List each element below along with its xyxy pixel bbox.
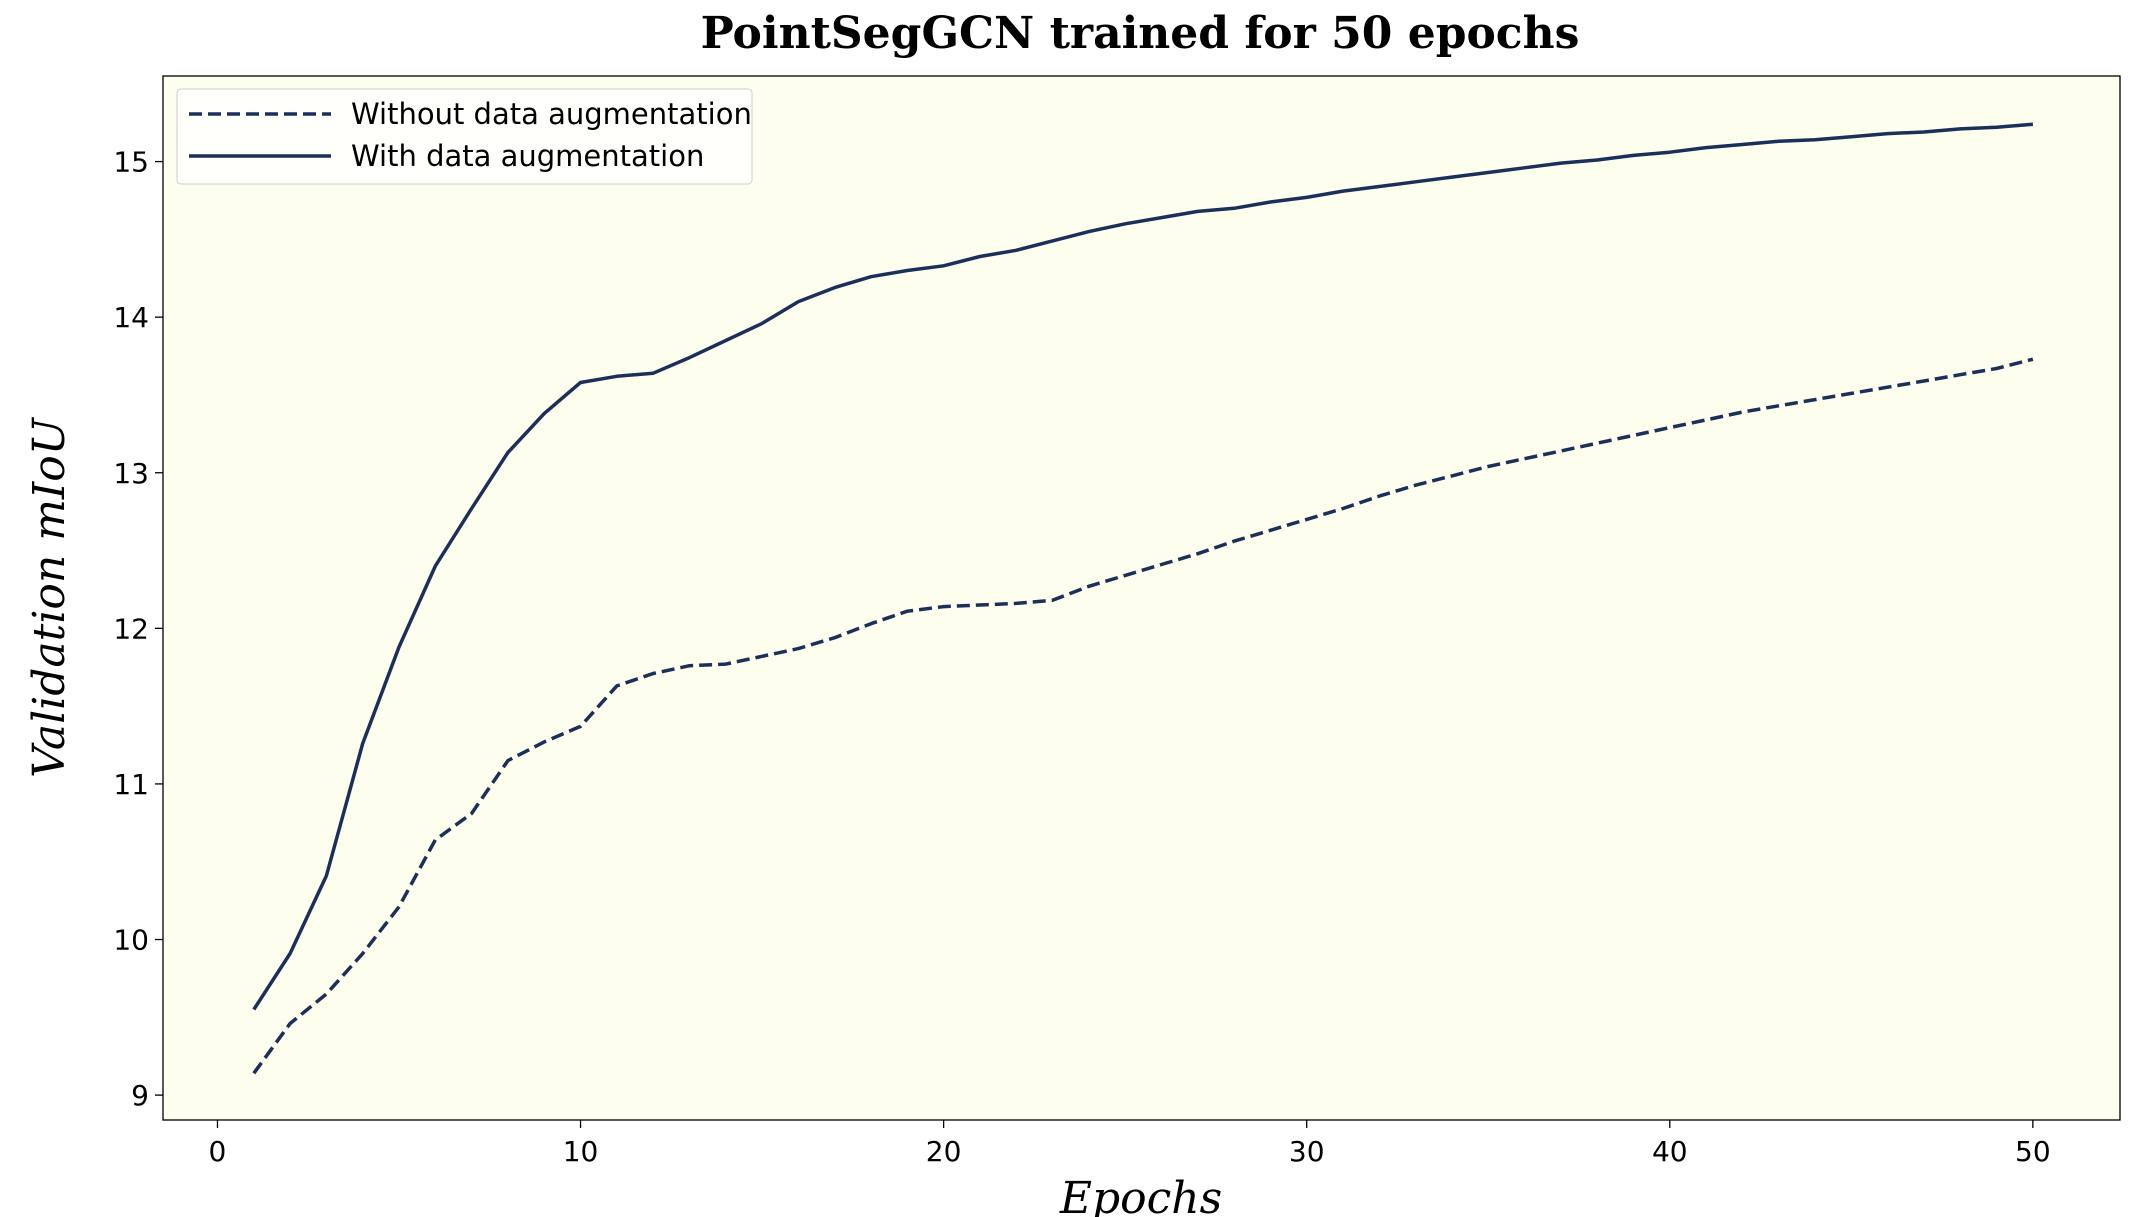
legend: Without data augmentation With data augm… <box>176 88 753 185</box>
x-tick-label-0: 0 <box>209 1135 227 1168</box>
y-tick-label-10: 10 <box>113 924 149 957</box>
y-axis: 9 10 11 12 13 14 15 <box>113 146 163 1112</box>
x-tick-label-50: 50 <box>2015 1135 2051 1168</box>
y-tick-label-14: 14 <box>113 301 149 334</box>
x-tick-label-10: 10 <box>563 1135 599 1168</box>
x-tick-label-40: 40 <box>1652 1135 1688 1168</box>
legend-label-without-augmentation: Without data augmentation <box>351 97 752 131</box>
series-line-0 <box>252 357 2034 1075</box>
x-tick-label-30: 30 <box>1289 1135 1325 1168</box>
y-tick-label-12: 12 <box>113 612 149 645</box>
y-tick-label-15: 15 <box>113 146 149 179</box>
y-axis-label: Validation mIoU <box>24 416 75 778</box>
x-axis: 0 10 20 30 40 50 <box>209 1120 2051 1168</box>
y-tick-label-13: 13 <box>113 457 149 490</box>
series-lines <box>252 122 2034 1075</box>
y-tick-label-9: 9 <box>131 1079 149 1112</box>
y-tick-label-11: 11 <box>113 768 149 801</box>
series-line-1 <box>252 122 2034 1011</box>
chart-title: PointSegGCN trained for 50 epochs <box>701 8 1580 59</box>
legend-label-with-augmentation: With data augmentation <box>351 139 704 173</box>
plot-area <box>162 75 2121 1121</box>
legend-box <box>176 88 753 185</box>
x-tick-label-20: 20 <box>926 1135 962 1168</box>
x-axis-label: Epochs <box>1059 1173 1222 1217</box>
